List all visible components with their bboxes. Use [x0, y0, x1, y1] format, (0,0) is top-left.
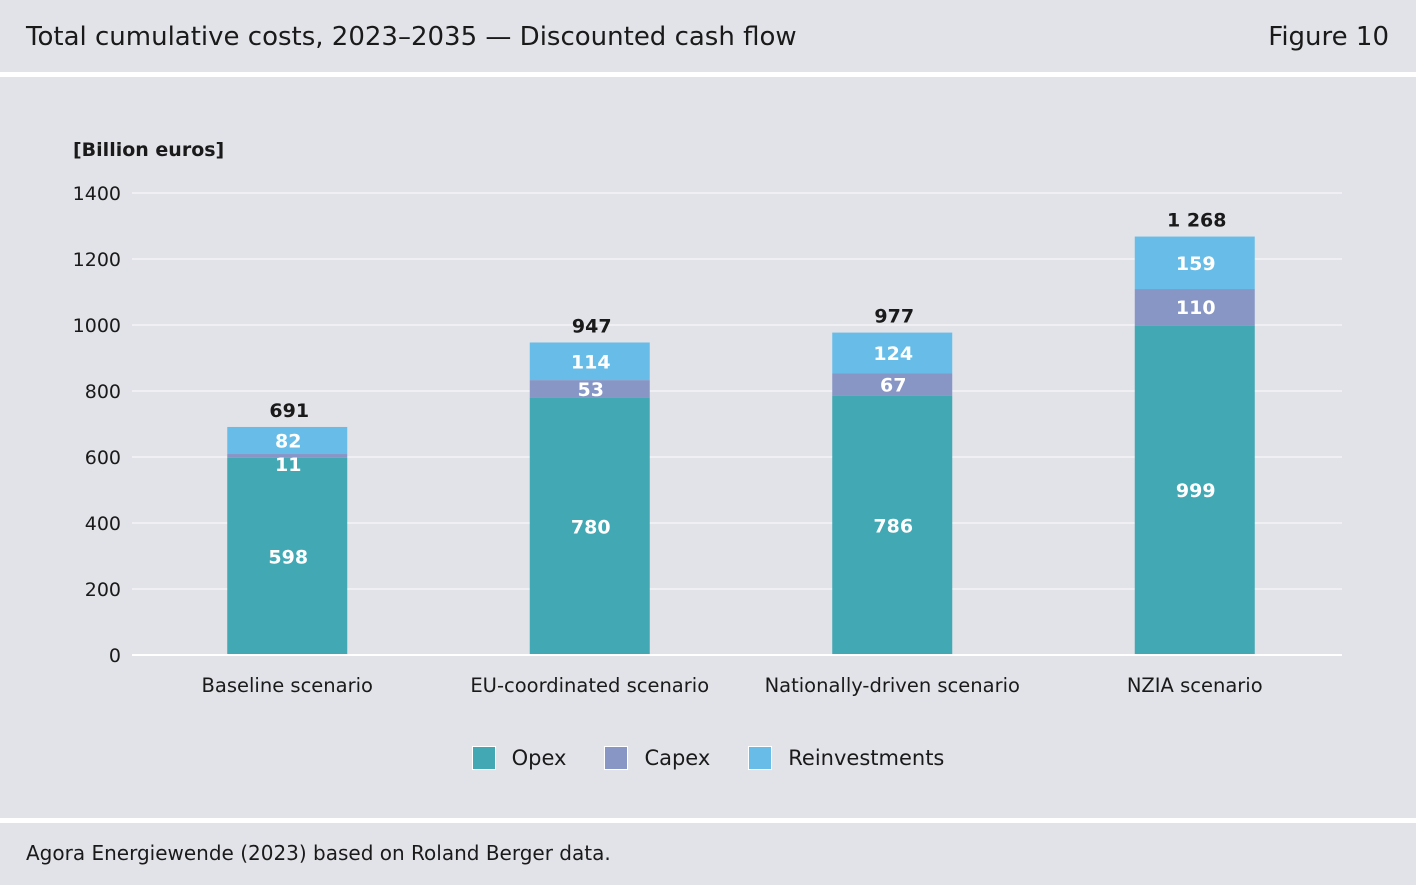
data-label-reinvestments: 114: [571, 351, 611, 373]
bar-segment-capex: [832, 373, 953, 396]
x-tick-label: NZIA scenario: [1127, 674, 1263, 697]
data-label-opex: 598: [268, 546, 308, 568]
data-label-capex: 67: [880, 375, 906, 397]
bar-segment-reinvestments: [529, 342, 650, 381]
legend-label-capex: Capex: [644, 746, 711, 770]
x-tick-label: Baseline scenario: [202, 674, 373, 697]
legend-swatch-opex: [471, 746, 496, 770]
legend-label-reinvestments: Reinvestments: [788, 746, 945, 770]
bar-total-label: 691: [269, 400, 309, 422]
data-label-opex: 780: [571, 516, 611, 538]
legend-swatch-reinvestments: [748, 746, 773, 770]
figure-label: Figure 10: [1268, 22, 1389, 52]
bar-segment-reinvestments: [1134, 236, 1255, 290]
header-divider: [0, 72, 1416, 77]
y-axis-label: [Billion euros]: [73, 139, 224, 161]
legend-item-capex: Capex: [604, 746, 710, 770]
legend-label-opex: Opex: [511, 746, 567, 770]
footer-divider: [0, 818, 1416, 823]
y-tick-label: 1000: [73, 315, 121, 337]
x-tick-label: EU-coordinated scenario: [470, 674, 709, 697]
bar-segment-opex: [529, 397, 650, 655]
bar-segment-opex: [1134, 325, 1255, 655]
y-tick-label: 0: [109, 645, 121, 667]
y-tick-label: 600: [85, 447, 121, 469]
bar-total-label: 947: [572, 315, 612, 337]
legend-item-opex: Opex: [471, 746, 567, 770]
y-tick-label: 1200: [73, 249, 121, 271]
legend-item-reinvestments: Reinvestments: [748, 746, 944, 770]
bar-total-label: 977: [874, 306, 914, 328]
legend-swatch-capex: [604, 746, 629, 770]
data-label-opex: 999: [1176, 480, 1216, 502]
data-label-capex: 110: [1176, 297, 1216, 319]
stacked-bar-chart: [Billion euros] 0 200 400 600 800 1000 1200 1400…: [73, 139, 1342, 697]
bar-segment-reinvestments: [227, 426, 348, 455]
source-note: Agora Energiewende (2023) based on Rolan…: [26, 841, 611, 865]
bar-segment-opex: [832, 395, 953, 655]
bar-segment-capex: [529, 380, 650, 398]
x-tick-label: Nationally-driven scenario: [765, 674, 1020, 697]
bar-segment-opex: [227, 457, 348, 655]
data-label-opex: 786: [873, 515, 913, 537]
chart-title: Total cumulative costs, 2023–2035 — Disc…: [26, 22, 797, 52]
header: Total cumulative costs, 2023–2035 — Disc…: [0, 0, 1416, 74]
data-label-reinvestments: 82: [275, 431, 301, 453]
data-label-capex: 53: [578, 379, 604, 401]
data-label-capex: 11: [275, 454, 301, 476]
y-tick-label: 800: [85, 381, 121, 403]
bar-segment-capex: [227, 454, 348, 458]
y-tick-label: 1400: [73, 183, 121, 205]
bar-total-label: 1 268: [1167, 210, 1227, 232]
data-label-reinvestments: 159: [1176, 253, 1216, 275]
y-tick-label: 400: [85, 513, 121, 535]
y-tick-label: 200: [85, 579, 121, 601]
bar-segment-reinvestments: [832, 332, 953, 374]
bar-segment-capex: [1134, 289, 1255, 326]
chart-legend: Opex Capex Reinvestments: [0, 746, 1416, 770]
data-label-reinvestments: 124: [873, 343, 913, 365]
